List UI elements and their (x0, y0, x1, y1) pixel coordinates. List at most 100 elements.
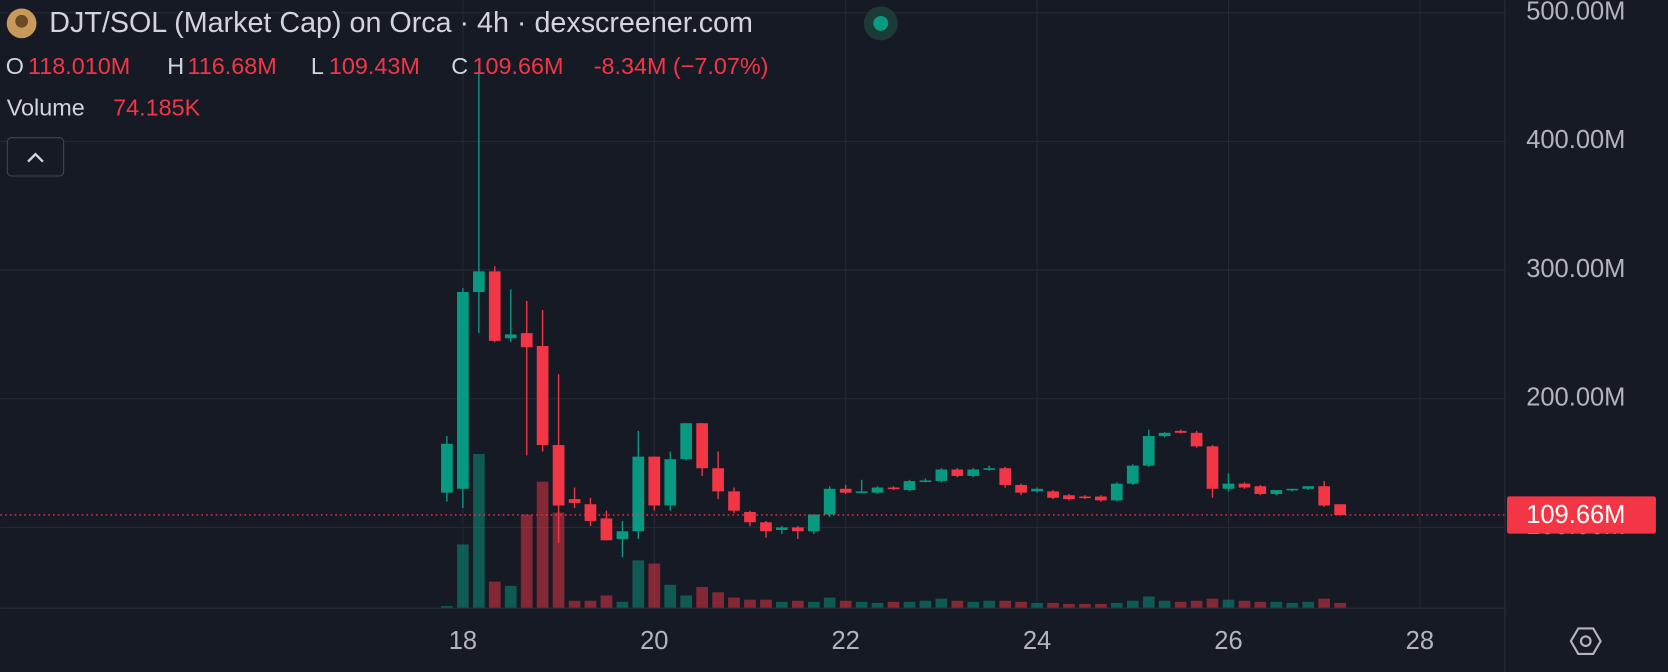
candle-body (791, 527, 804, 532)
candle-body (951, 469, 964, 476)
candle-body (1015, 484, 1027, 493)
last-price-label: 109.66M (1526, 501, 1625, 529)
volume-bar (1334, 602, 1346, 609)
candle-body (584, 504, 597, 521)
volume-bar (839, 600, 852, 609)
volume-bar (728, 597, 740, 609)
candle-body (1238, 483, 1251, 488)
volume-bar (1254, 601, 1267, 609)
token-logo (15, 14, 29, 28)
volume-bar (1222, 599, 1235, 609)
candle-body (1206, 446, 1219, 489)
x-tick-label: 24 (1023, 627, 1051, 655)
volume-bar (999, 600, 1012, 609)
volume-bar (1063, 603, 1075, 609)
volume-bar (1047, 602, 1059, 609)
candle-body (1063, 495, 1075, 500)
candle-body (600, 518, 613, 541)
candle-body (903, 481, 916, 491)
candle-body (1047, 491, 1059, 498)
settings-button[interactable] (1569, 627, 1602, 655)
candle-body (568, 499, 581, 503)
volume-bar (680, 595, 692, 609)
volume-bar (584, 600, 597, 609)
candle-body (1079, 496, 1091, 499)
volume-bar (504, 585, 517, 609)
candle-body (760, 522, 772, 532)
volume-bar (807, 601, 820, 609)
volume-bar (855, 601, 868, 609)
legend-label: C (451, 53, 468, 79)
candle-body (1174, 430, 1187, 433)
legend-label: H (167, 53, 184, 79)
candle-body (696, 423, 708, 469)
candle-body (887, 487, 900, 490)
candle-body (1142, 436, 1155, 466)
candle-body (616, 531, 629, 539)
candle-body (823, 488, 836, 515)
volume-bar (744, 599, 756, 609)
volume-bar (520, 514, 533, 609)
candle-body (999, 468, 1012, 485)
candle-body (1031, 488, 1043, 492)
volume-bar (887, 601, 900, 609)
candle-body (744, 511, 756, 523)
volume-bar (1270, 601, 1283, 609)
volume-bar (919, 600, 932, 609)
candle-body (520, 333, 533, 348)
candle-body (1302, 486, 1315, 489)
candle-body (457, 291, 469, 489)
candle-body (919, 480, 932, 483)
candle-body (536, 345, 549, 446)
candle-body (1318, 486, 1331, 506)
candle-body (839, 488, 852, 493)
volume-bar (552, 512, 565, 609)
candle-body (935, 469, 948, 482)
volume-bar (568, 600, 581, 609)
volume-bar (1015, 601, 1027, 609)
volume-bar (951, 600, 964, 609)
settings-icon (1579, 635, 1592, 648)
settings-icon[interactable] (1569, 627, 1602, 655)
volume-pane (441, 454, 1346, 609)
y-tick-label: 500.00M (1526, 0, 1625, 25)
volume-bar (983, 600, 996, 609)
volume-bar (967, 601, 980, 609)
volume-bar (600, 595, 613, 609)
legend-value: 74.185K (113, 95, 200, 121)
volume-bar (473, 454, 485, 609)
y-tick-label: 200.00M (1526, 383, 1625, 411)
legend-value: 109.43M (329, 53, 420, 79)
volume-bar (664, 584, 677, 609)
volume-bar (903, 601, 916, 609)
candle-body (488, 271, 501, 341)
volume-bar (1031, 602, 1043, 609)
x-tick-label: 18 (449, 627, 477, 655)
candle-body (775, 527, 788, 530)
volume-bar (441, 606, 453, 609)
legend-change: -8.34M (−7.07%) (594, 53, 769, 79)
volume-bar (1126, 600, 1139, 609)
legend-label: L (311, 53, 324, 79)
volume-bar (1286, 602, 1299, 609)
candle-body (632, 456, 645, 532)
candle-body (1158, 432, 1171, 437)
volume-bar (1095, 603, 1107, 609)
volume-bar (1238, 600, 1251, 609)
volume-bar (1174, 601, 1187, 609)
collapse-button[interactable] (6, 137, 65, 177)
chevron-icon (27, 152, 44, 163)
volume-bar (1110, 602, 1123, 609)
button-frame[interactable] (6, 137, 65, 177)
volume-bar (775, 601, 788, 609)
volume-bar (935, 598, 948, 609)
volume-bar (760, 599, 772, 609)
y-tick-label: 300.00M (1526, 255, 1625, 283)
y-tick-label: 400.00M (1526, 126, 1625, 154)
volume-bar (488, 581, 501, 609)
candle-body (1254, 486, 1267, 494)
volume-bar (536, 481, 549, 609)
volume-bar (648, 563, 661, 609)
